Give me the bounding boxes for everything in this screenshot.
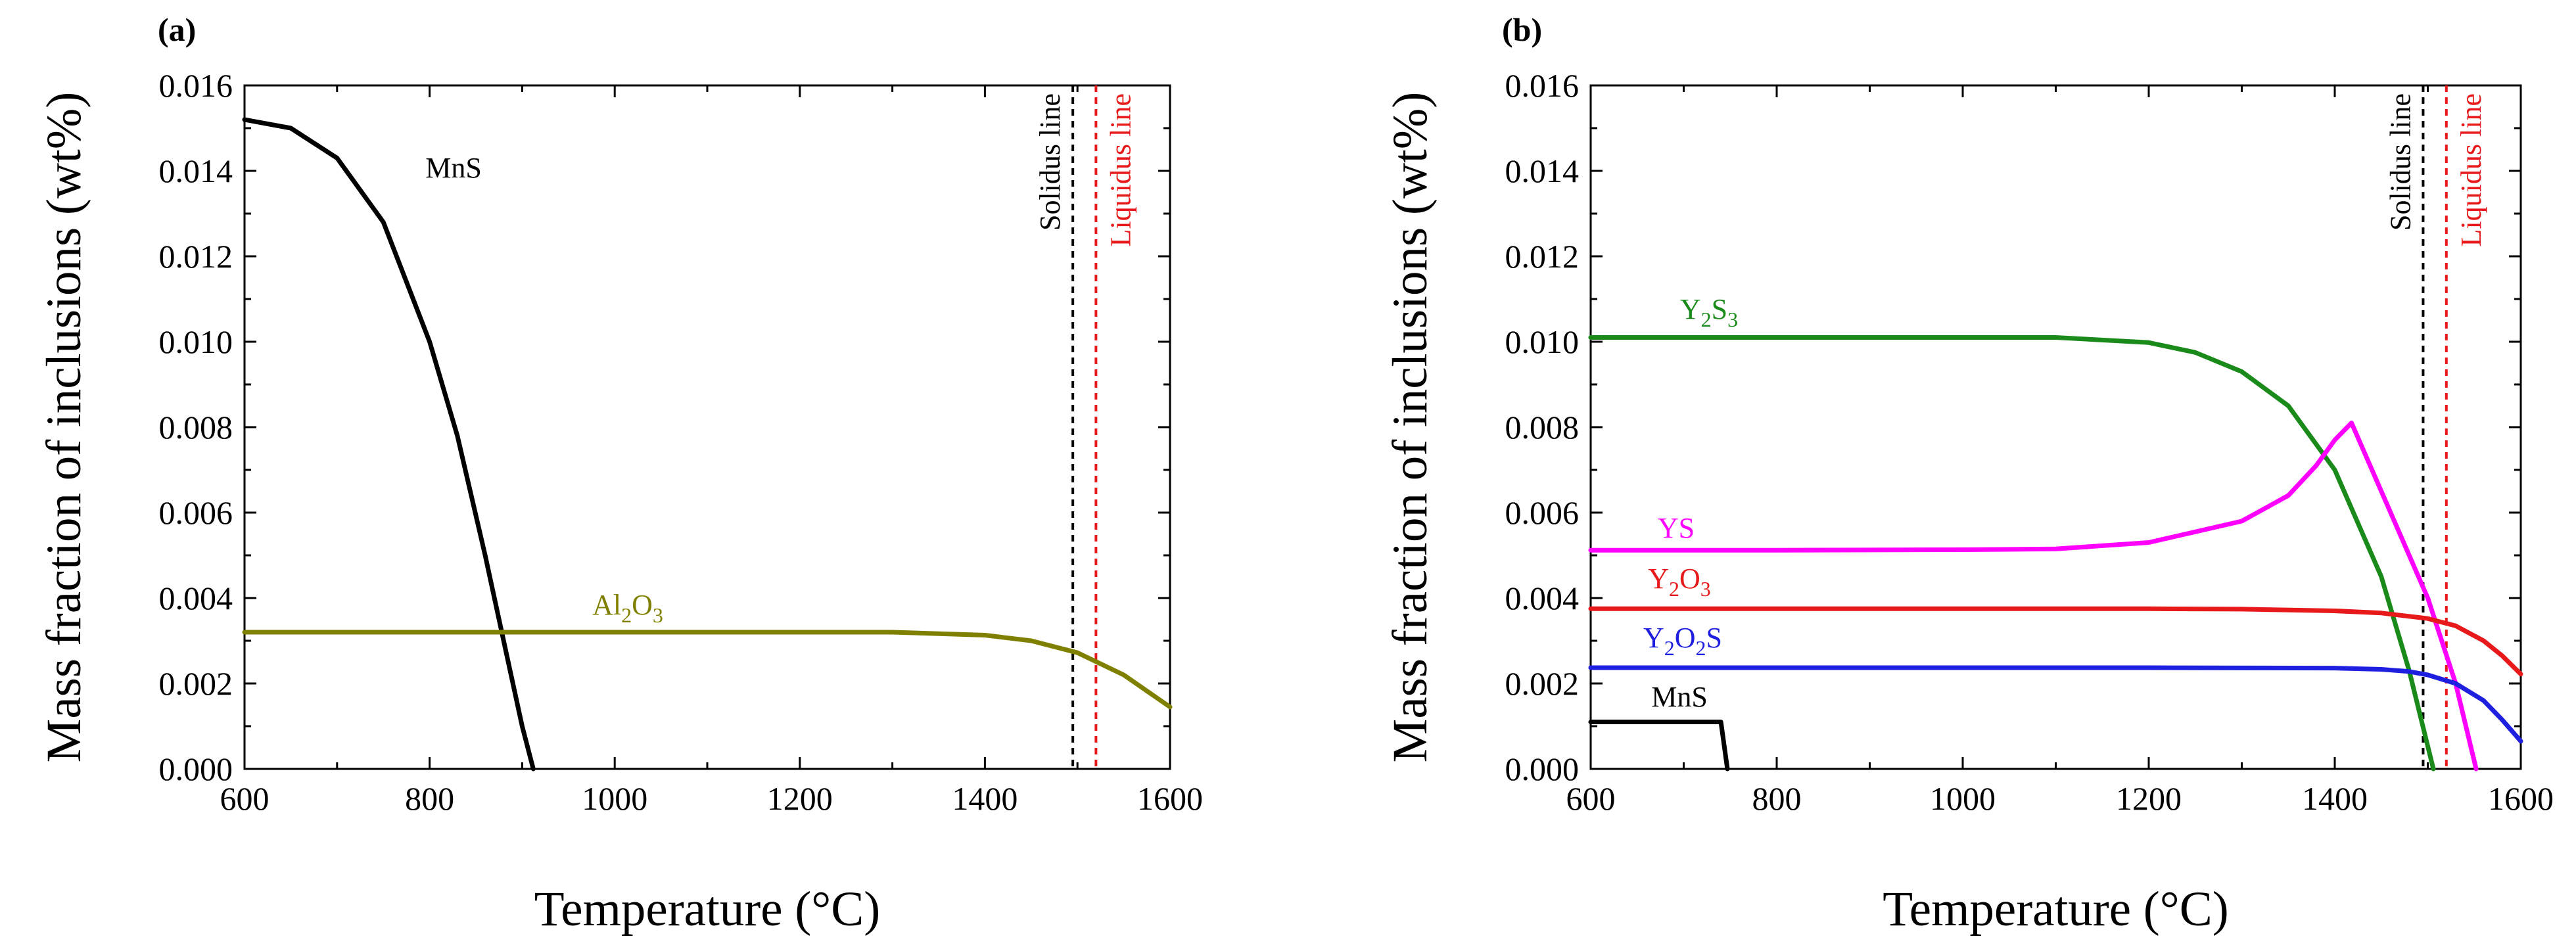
y-tick-label: 0.000 <box>1505 751 1580 787</box>
y-tick-label: 0.012 <box>159 238 233 275</box>
x-tick-label: 1600 <box>1137 780 1203 817</box>
series-line-mns <box>242 117 536 772</box>
x-tick-label: 1400 <box>952 780 1018 817</box>
x-tick-label: 600 <box>1566 780 1616 817</box>
series-line-y2o3 <box>1588 606 2523 677</box>
series-line-ys <box>1588 421 2479 772</box>
series-label-mns: MnS <box>425 152 482 184</box>
y-tick-label: 0.004 <box>1505 580 1580 616</box>
x-tick-label: 600 <box>220 780 269 817</box>
y-tick-label: 0.000 <box>159 751 233 787</box>
y-tick-label: 0.008 <box>159 409 233 446</box>
y-axis-label: Mass fraction of inclusions (wt%) <box>37 92 91 763</box>
x-tick-label: 1600 <box>2488 780 2554 817</box>
series-label-y2o2s: Y2O2S <box>1643 622 1722 660</box>
y-tick-label: 0.010 <box>1505 323 1580 360</box>
axes-frame <box>243 84 1171 770</box>
y-tick-label: 0.008 <box>1505 409 1580 446</box>
x-tick-label: 1200 <box>2116 780 2182 817</box>
reference-line-label: Liquidus line <box>2455 93 2487 246</box>
panel-label: (b) <box>1502 11 1542 48</box>
reference-line-label: Liquidus line <box>1104 93 1136 246</box>
x-axis-label: Temperature (°C) <box>1883 882 2229 936</box>
series-label-mns: MnS <box>1651 681 1708 713</box>
y-tick-label: 0.016 <box>159 67 233 104</box>
series-line-y2o2s <box>1588 665 2523 744</box>
y-tick-label: 0.002 <box>1505 665 1580 702</box>
y-tick-label: 0.004 <box>159 580 233 616</box>
series-line-al2o3 <box>242 630 1173 710</box>
x-axis-label: Temperature (°C) <box>534 882 881 936</box>
reference-line-label: Solidus line <box>1034 93 1066 231</box>
panel-a: 600 800 1000 1200 1400 1600 0.000 0.002 0.004 0.0… <box>37 11 1203 936</box>
series-label-y2o3: Y2O3 <box>1648 563 1711 601</box>
x-tick-label: 800 <box>1752 780 1802 817</box>
y-tick-label: 0.010 <box>159 323 233 360</box>
x-tick-label: 1200 <box>767 780 833 817</box>
x-tick-label: 1400 <box>2302 780 2368 817</box>
reference-line-label: Solidus line <box>2384 93 2416 231</box>
series-label-ys: YS <box>1658 512 1695 544</box>
y-tick-label: 0.012 <box>1505 238 1580 275</box>
series-label-y2s3: Y2S3 <box>1680 293 1738 331</box>
y-tick-label: 0.002 <box>159 665 233 702</box>
series-label-al2o3: Al2O3 <box>592 589 663 627</box>
y-tick-label: 0.014 <box>1505 152 1580 189</box>
y-tick-label: 0.014 <box>159 152 233 189</box>
x-tick-label: 800 <box>405 780 454 817</box>
panel-b: 600 800 1000 1200 1400 1600 0.000 0.002 0.004 0.0… <box>1383 11 2554 936</box>
panel-label: (a) <box>158 11 196 48</box>
x-tick-label: 1000 <box>582 780 647 817</box>
y-tick-label: 0.006 <box>1505 494 1580 531</box>
y-axis-label: Mass fraction of inclusions (wt%) <box>1383 92 1438 763</box>
x-tick-label: 1000 <box>1930 780 1996 817</box>
series-line-mns <box>1588 720 1730 772</box>
y-tick-label: 0.006 <box>159 494 233 531</box>
series-line-y2s3 <box>1588 335 2436 772</box>
y-tick-label: 0.016 <box>1505 67 1580 104</box>
